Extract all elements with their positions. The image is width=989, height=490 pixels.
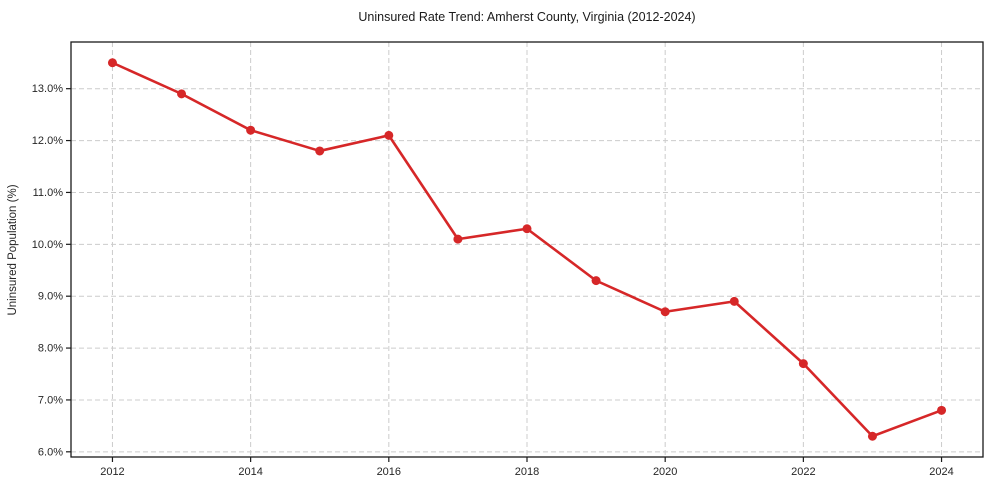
y-tick-label: 12.0% xyxy=(32,135,63,147)
data-point xyxy=(867,431,877,441)
tick-labels: 6.0% 7.0% 8.0% 9.0% 10.0% 11.0% 12.0% 13.0% 2012… xyxy=(32,83,954,478)
data-point xyxy=(315,146,325,156)
x-tick-label: 2024 xyxy=(929,466,953,478)
x-tick-label: 2022 xyxy=(791,466,815,478)
data-point xyxy=(660,307,670,317)
data-point xyxy=(453,234,463,244)
data-point xyxy=(384,130,394,140)
chart-title: Uninsured Rate Trend: Amherst County, Vi… xyxy=(358,10,695,24)
y-axis-label: Uninsured Population (%) xyxy=(7,184,19,315)
data-point xyxy=(107,58,117,68)
x-tick-label: 2020 xyxy=(653,466,677,478)
data-point xyxy=(798,359,808,369)
data-series-line xyxy=(107,58,947,441)
y-tick-label: 7.0% xyxy=(38,394,63,406)
data-point xyxy=(246,125,256,135)
data-point xyxy=(591,276,601,286)
y-tick-label: 6.0% xyxy=(38,446,63,458)
data-point xyxy=(522,224,532,234)
gridlines xyxy=(71,42,983,457)
data-point xyxy=(937,405,947,415)
data-point xyxy=(729,296,739,306)
data-point xyxy=(177,89,187,99)
x-tick-label: 2016 xyxy=(377,466,401,478)
x-tick-label: 2018 xyxy=(515,466,539,478)
x-tick-label: 2014 xyxy=(238,466,262,478)
y-tick-label: 10.0% xyxy=(32,239,63,251)
y-tick-label: 9.0% xyxy=(38,291,63,303)
x-tick-label: 2012 xyxy=(100,466,124,478)
y-tick-label: 11.0% xyxy=(33,187,64,199)
axes xyxy=(66,41,984,462)
y-tick-label: 13.0% xyxy=(32,83,63,95)
y-tick-label: 8.0% xyxy=(38,343,63,355)
